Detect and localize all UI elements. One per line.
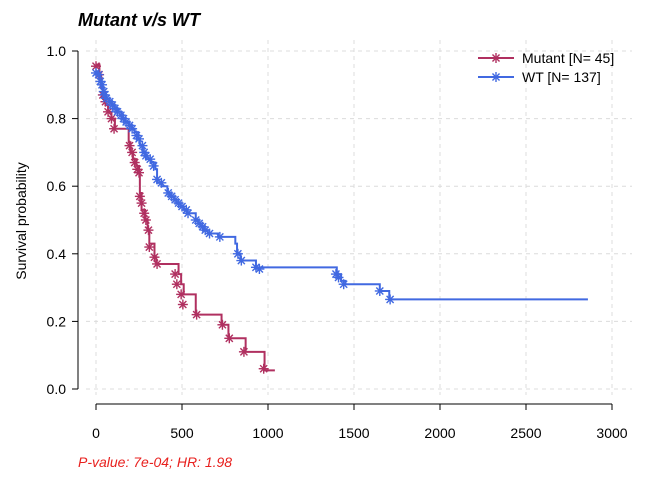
y-tick-label: 0.2 [47,313,67,329]
x-tick-label: 1500 [338,425,369,441]
censor-mark-mutant [106,113,117,124]
x-tick-label: 2000 [424,425,455,441]
survival-curve-mutant [96,63,275,372]
x-tick-label: 1000 [252,425,283,441]
censor-mark-mutant [140,215,151,225]
censor-mark-wt [214,231,225,242]
censor-mark-mutant [224,333,235,344]
censor-mark-mutant [134,191,145,202]
censor-mark-wt [374,285,385,296]
y-tick-label: 0.6 [47,178,67,194]
censor-mark-mutant [191,309,202,320]
legend: Mutant [N= 45] WT [N= 137] [478,50,614,85]
censor-mark-mutant [170,269,181,280]
censor-mark-wt [127,123,138,134]
x-tick-label: 2500 [510,425,541,441]
censor-mark-wt [232,248,243,259]
legend-asterisk-mutant [491,53,501,63]
censor-mark-mutant [143,225,154,236]
censor-mark-mutant [177,299,188,310]
censor-mark-wt [97,79,108,90]
series-wt [91,67,588,305]
censor-mark-mutant [144,242,155,253]
legend-label-mutant: Mutant [N= 45] [522,50,614,66]
censor-mark-wt [254,264,265,275]
censor-mark-mutant [136,198,147,209]
survival-curve-wt [96,70,588,301]
censor-mark-wt [183,208,194,219]
y-tick-label: 0.8 [47,111,67,127]
axes [77,51,612,405]
censor-mark-wt [156,177,167,188]
censor-mark-wt [148,160,159,171]
censor-mark-wt [385,294,396,305]
x-tick-label: 500 [170,425,194,441]
legend-label-wt: WT [N= 137] [522,69,601,85]
y-tick-label: 1.0 [47,43,67,59]
legend-item-mutant: Mutant [N= 45] [478,50,614,66]
censor-mark-mutant [139,208,150,219]
legend-marker-wt [491,72,501,82]
y-axis-label: Survival probability [13,162,29,280]
series [91,61,588,374]
censor-mark-wt [204,228,215,239]
y-tick-label: 0.4 [47,246,67,262]
censor-mark-wt [236,255,247,266]
censor-mark-wt [137,140,148,151]
ticks: 0.0 0.2 0.4 0.6 0.8 1.0 0 500 1000 1500 2000 2500 30… [47,43,628,441]
censor-mark-wt [338,279,349,290]
x-tick-label: 0 [92,425,100,441]
censor-mark-mutant [109,123,120,134]
legend-marker-mutant [491,53,501,63]
p-value-note: P-value: 7e-04; HR: 1.98 [78,454,232,470]
censor-mark-mutant [127,147,138,158]
censor-mark-mutant [217,319,228,330]
censor-mark-mutant [176,289,187,300]
grid [86,40,632,395]
censor-mark-wt [93,69,104,80]
censor-mark-mutant [152,258,163,269]
legend-asterisk-wt [491,72,501,82]
censor-mark-mutant [134,167,144,178]
y-tick-label: 0.0 [47,381,67,397]
x-tick-label: 3000 [596,425,627,441]
censor-mark-mutant [258,363,269,374]
censor-mark-mutant [171,279,182,290]
chart-title: Mutant v/s WT [78,10,202,30]
censor-mark-wt [333,272,344,283]
series-mutant [91,61,275,374]
legend-item-wt: WT [N= 137] [478,69,601,85]
censor-mark-mutant [238,346,249,357]
